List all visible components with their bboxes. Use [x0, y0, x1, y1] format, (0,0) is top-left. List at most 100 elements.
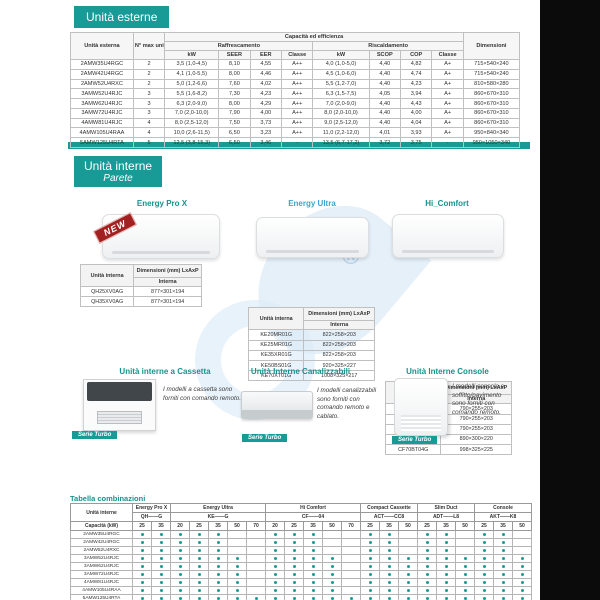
group-header: Slim Duct	[417, 503, 475, 513]
compatibility-dot-cell	[170, 578, 190, 587]
metric-header: COP	[399, 50, 433, 60]
compatibility-dot-cell	[265, 554, 285, 563]
compatibility-dot-cell	[265, 530, 285, 539]
compatibility-dot-cell	[227, 554, 247, 563]
compatibility-dot-cell	[284, 554, 304, 563]
compatibility-dot-icon	[197, 572, 201, 576]
compatibility-dot-cell	[436, 586, 456, 595]
combination-row: 2AMW52U4RXC	[70, 546, 532, 555]
empty-cell	[455, 530, 475, 539]
compatibility-dot-icon	[501, 556, 505, 560]
model-cell: 4AMW81U4RJC	[70, 578, 133, 587]
compatibility-dot-icon	[368, 588, 372, 592]
compatibility-dot-icon	[330, 564, 334, 568]
table-cell: 4,02	[249, 78, 283, 90]
empty-cell	[246, 562, 266, 571]
capacity-size-header: 50	[512, 521, 532, 531]
compatibility-dot-cell	[227, 586, 247, 595]
empty-cell	[512, 530, 532, 539]
empty-cell	[322, 530, 342, 539]
capacity-size-header: 50	[455, 521, 475, 531]
model-cell: 2AMW35U4RGC	[70, 530, 133, 539]
compatibility-dot-cell	[132, 554, 152, 563]
compatibility-dot-icon	[292, 556, 296, 560]
table-cell: 3,94	[399, 88, 433, 100]
serie-turbo-label-console: Serie Turbo	[392, 436, 438, 444]
model-cell: 4AMW105U4RAA	[70, 586, 133, 595]
table-row: 3AMW62U4RJC 3 6,3 (2,0-9,0) 8,00 4,29 A++ 7,0 …	[70, 98, 521, 109]
compatibility-dot-icon	[368, 596, 372, 600]
compatibility-dot-icon	[216, 556, 220, 560]
compatibility-dot-icon	[330, 572, 334, 576]
compatibility-dot-icon	[311, 596, 315, 600]
table-row: CF70BT04G 998×325×225	[384, 444, 512, 456]
compatibility-dot-icon	[159, 556, 163, 560]
compatibility-dot-cell	[474, 570, 494, 579]
compatibility-dot-cell	[379, 554, 399, 563]
compatibility-dot-cell	[417, 570, 437, 579]
table-cell: 4,01	[368, 127, 401, 139]
table-cell: 3AMW62U4RJC	[70, 98, 134, 109]
table-cell: 7,0 (2,0-10,0)	[164, 107, 220, 119]
capacity-size-header: 25	[417, 521, 437, 531]
compatibility-dot-icon	[216, 540, 220, 544]
capacity-size-header: 70	[341, 521, 361, 531]
indoor-title-line1: Unità interne	[84, 159, 153, 173]
compatibility-dot-icon	[292, 564, 296, 568]
compatibility-dot-cell	[246, 594, 266, 600]
compatibility-dot-icon	[425, 564, 429, 568]
compatibility-dot-cell	[493, 586, 513, 595]
compatibility-dot-cell	[417, 594, 437, 600]
compatibility-dot-icon	[178, 588, 182, 592]
capacity-size-header: 25	[132, 521, 152, 531]
combinations-title: Tabella combinazioni	[70, 494, 146, 503]
compatibility-dot-icon	[159, 572, 163, 576]
table-cell: 860×670×310	[462, 107, 521, 119]
table-row: KE20MR01G 822×258×203	[247, 329, 375, 341]
empty-cell	[227, 546, 247, 555]
table-cell: A+	[431, 88, 464, 100]
compatibility-dot-icon	[178, 580, 182, 584]
group-code-header: CF——04	[265, 512, 361, 522]
compatibility-dot-icon	[501, 532, 505, 536]
compatibility-dot-cell	[341, 594, 361, 600]
table-row: KE70XT01G 1008×325×217	[247, 370, 375, 382]
table-cell: 860×670×310	[462, 117, 521, 129]
compatibility-dot-cell	[436, 570, 456, 579]
compatibility-dot-cell	[265, 538, 285, 547]
compatibility-dot-icon	[368, 532, 372, 536]
compatibility-dot-cell	[398, 554, 418, 563]
compatibility-dot-cell	[360, 562, 380, 571]
empty-cell	[246, 538, 266, 547]
col-header-max-units: N° max unità interne	[132, 32, 166, 60]
compatibility-dot-icon	[159, 580, 163, 584]
compatibility-dot-icon	[140, 548, 144, 552]
compatibility-dot-cell	[360, 570, 380, 579]
table-cell: 4	[132, 117, 166, 129]
col-header-cooling: Raffrescamento	[164, 41, 314, 51]
compatibility-dot-cell	[379, 562, 399, 571]
compatibility-dot-icon	[387, 596, 391, 600]
table-cell: -	[280, 137, 314, 149]
cassette-flap	[86, 382, 153, 401]
compatibility-dot-cell	[512, 578, 532, 587]
cassetta-image	[83, 379, 156, 431]
table-cell: 4,29	[249, 98, 283, 109]
compatibility-dot-cell	[455, 554, 475, 563]
compatibility-dot-icon	[482, 588, 486, 592]
table-cell: QH25XV0AG	[79, 285, 135, 298]
compatibility-dot-icon	[273, 596, 277, 600]
table-row: QH35XV0AG 877×301×194	[79, 296, 202, 308]
compatibility-dot-cell	[284, 562, 304, 571]
table-cell: A+	[431, 78, 464, 90]
compatibility-dot-icon	[273, 532, 277, 536]
compatibility-dot-cell	[493, 546, 513, 555]
compatibility-dot-cell	[322, 562, 342, 571]
compatibility-dot-icon	[520, 588, 524, 592]
metric-header: Classe	[431, 50, 464, 60]
hi-comfort-image	[392, 214, 504, 258]
hi-comfort-title: Hi_Comfort	[425, 199, 469, 208]
table-cell: 4,00	[249, 107, 283, 119]
capacity-size-header: 35	[379, 521, 399, 531]
compatibility-dot-icon	[425, 596, 429, 600]
